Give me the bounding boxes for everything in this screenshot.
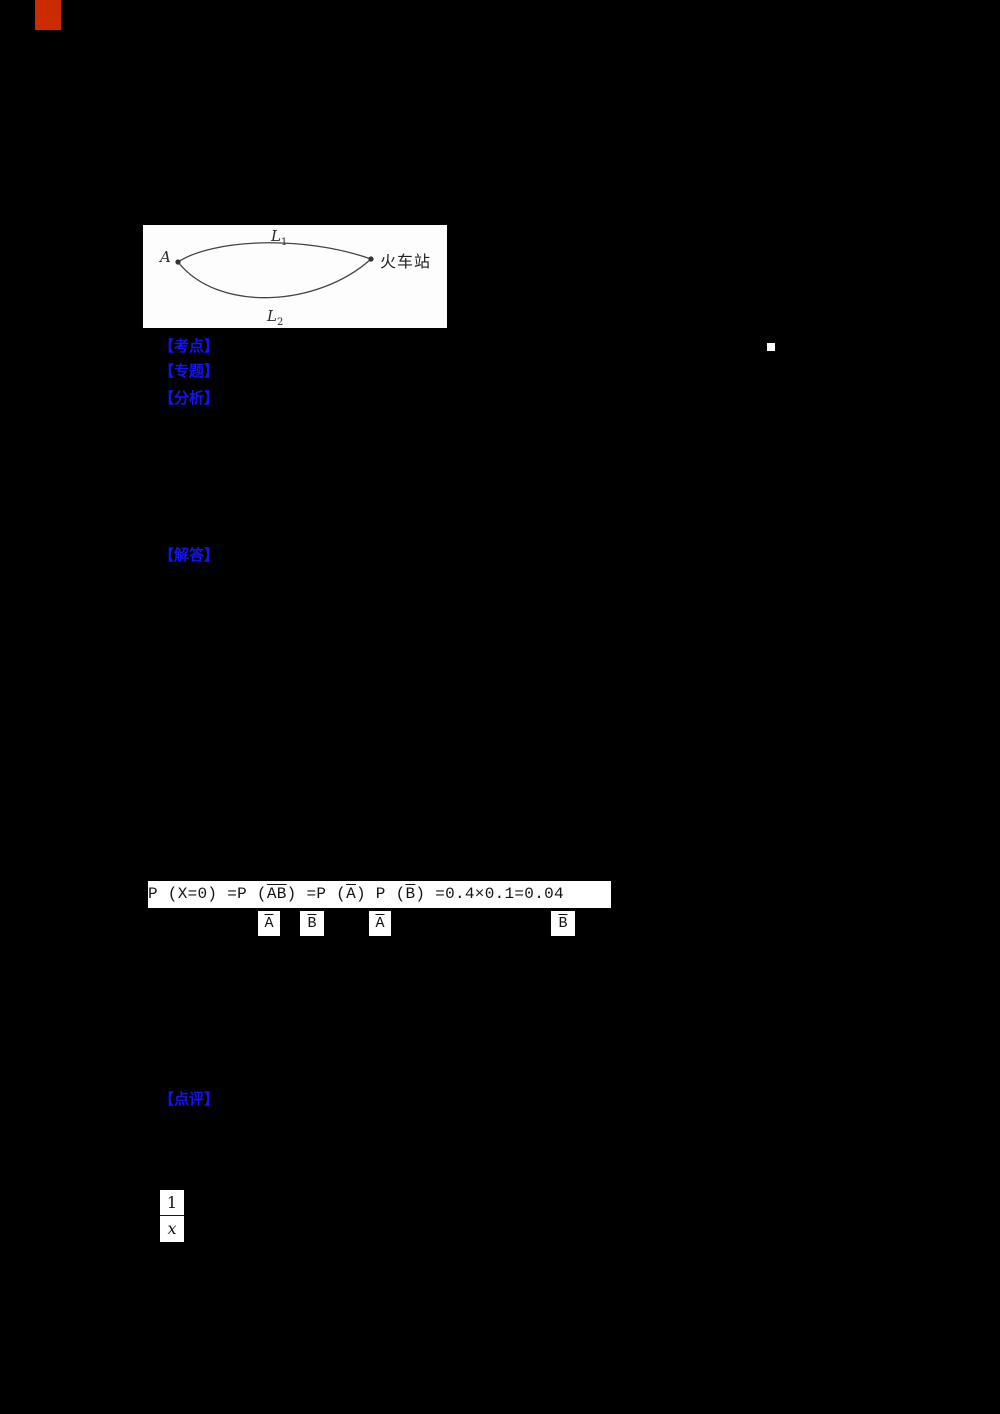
equation-fragment: B [551, 911, 575, 936]
eq-overline-ab: AB [266, 885, 287, 903]
point-a-dot [175, 259, 181, 265]
fraction-one-over-x: 1 x [160, 1190, 184, 1242]
curve-l1-subscript: 1 [280, 237, 288, 248]
fragment-b-bar: B [307, 915, 317, 932]
section-label-dianping: 【点评】 [159, 1090, 220, 1109]
route-curves [175, 242, 374, 299]
station-label: 火车站 [380, 252, 432, 271]
station-dot [368, 256, 374, 262]
section-label-zhuanti: 【专题】 [159, 362, 220, 381]
fraction-numerator: 1 [160, 1190, 184, 1216]
eq-segment: ) =0.4×0.1=0.04 [415, 885, 564, 903]
curve-l2-label: L2 [267, 307, 283, 328]
equation-fragment: A [258, 911, 280, 936]
fragment-a-bar: A [375, 915, 385, 932]
fraction-denominator: x [167, 1219, 177, 1238]
eq-segment: P (X=0) =P ( [148, 885, 267, 903]
eq-overline-a: A [346, 885, 356, 903]
equation-fragment: B [300, 911, 324, 936]
fragment-b-bar: B [558, 915, 568, 932]
curve-l1-letter: L [271, 227, 281, 245]
curve-l2-letter: L [267, 307, 277, 325]
red-marker [35, 0, 61, 30]
section-label-kaodian: 【考点】 [159, 337, 220, 356]
curve-l2-subscript: 2 [276, 317, 284, 328]
curve-l1-label: L1 [271, 227, 287, 248]
eq-overline-b: B [405, 885, 416, 903]
section-label-jieda: 【解答】 [159, 546, 220, 565]
fragment-a-bar: A [264, 915, 274, 932]
artifact-dot [767, 343, 775, 351]
equation-line: P (X=0) =P (AB) =P (A) P (B) =0.4×0.1=0.… [148, 881, 611, 908]
section-label-fenxi: 【分析】 [159, 389, 220, 408]
curve-l1 [177, 242, 372, 263]
eq-segment: ) P ( [355, 885, 406, 903]
route-diagram: L1 L2 A 火车站 [143, 225, 447, 328]
curve-l2 [177, 258, 372, 299]
eq-segment: ) =P ( [286, 885, 347, 903]
equation-fragment: A [369, 911, 391, 936]
point-a-label: A [160, 248, 171, 266]
